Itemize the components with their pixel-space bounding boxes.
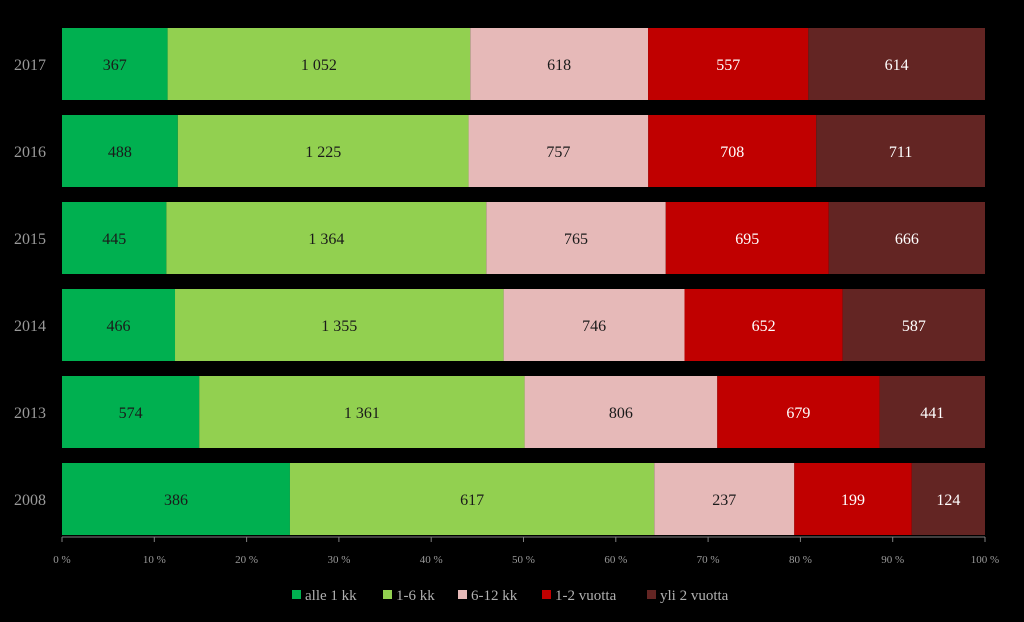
x-axis: 0 % 10 % 20 % 30 % 40 % 50 % 60 % 70 % 80 % 90 % 1…: [53, 536, 999, 566]
x-tick-label: 80 %: [789, 554, 812, 566]
bar-segment-2008-3: [654, 463, 795, 535]
data-label-2013-2: 1 361: [344, 405, 380, 422]
legend-swatch-5: [647, 590, 656, 599]
bar-segment-2017-2: [167, 28, 471, 100]
data-label-2017-3: 618: [547, 57, 571, 74]
bar-segment-2013-3: [524, 376, 718, 448]
data-label-2016-5: 711: [889, 144, 912, 161]
data-label-2016-4: 708: [720, 144, 744, 161]
data-label-2008-2: 617: [460, 492, 484, 509]
bar-segment-2008-5: [911, 463, 985, 535]
bar-segment-2013-1: [62, 376, 200, 448]
bar-segment-2014-1: [62, 289, 176, 361]
data-label-2017-5: 614: [885, 57, 909, 74]
bar-segment-2013-4: [717, 376, 880, 448]
data-label-2015-5: 666: [895, 231, 919, 248]
legend-swatch-2: [383, 590, 392, 599]
category-label-2015: 2015: [14, 231, 46, 248]
bar-segment-2008-4: [794, 463, 912, 535]
data-label-2013-1: 574: [119, 405, 143, 422]
x-tick-label: 50 %: [512, 554, 535, 566]
bar-segment-2013-5: [879, 376, 985, 448]
category-label-2013: 2013: [14, 405, 46, 422]
bar-segment-2015-1: [62, 202, 167, 274]
category-labels: 2017 2016 2015 2014 2013 2008: [14, 57, 46, 509]
data-label-2016-2: 1 225: [305, 144, 341, 161]
bar-segment-2017-1: [62, 28, 168, 100]
data-label-2008-4: 199: [841, 492, 865, 509]
data-label-2017-4: 557: [716, 57, 740, 74]
data-label-2008-5: 124: [936, 492, 960, 509]
bar-segment-2015-5: [828, 202, 985, 274]
bar-segment-2016-5: [816, 115, 985, 187]
data-label-2015-3: 765: [564, 231, 588, 248]
data-label-2008-1: 386: [164, 492, 188, 509]
category-label-2017: 2017: [14, 57, 46, 74]
bars-group: 367 1 052 618 557 614 488 1 225 757 708 711 445 1 3…: [62, 28, 985, 535]
bar-segment-2015-4: [665, 202, 829, 274]
category-label-2014: 2014: [14, 318, 46, 335]
x-tick-label: 20 %: [235, 554, 258, 566]
bar-segment-2008-2: [289, 463, 655, 535]
data-label-2014-3: 746: [582, 318, 606, 335]
x-tick-label: 100 %: [971, 554, 999, 566]
data-label-2014-5: 587: [902, 318, 926, 335]
legend: alle 1 kk 1-6 kk 6-12 kk 1-2 vuotta yli 2 vu…: [292, 588, 729, 604]
bar-segment-2016-4: [648, 115, 817, 187]
legend-label-2: 1-6 kk: [396, 588, 435, 604]
data-label-2014-2: 1 355: [321, 318, 357, 335]
bar-segment-2013-2: [199, 376, 525, 448]
data-label-2014-1: 466: [107, 318, 131, 335]
category-label-2008: 2008: [14, 492, 46, 509]
data-label-2013-3: 806: [609, 405, 633, 422]
data-label-2017-1: 367: [103, 57, 127, 74]
data-label-2014-4: 652: [752, 318, 776, 335]
data-label-2016-3: 757: [546, 144, 570, 161]
bar-segment-2016-2: [177, 115, 469, 187]
legend-swatch-4: [542, 590, 551, 599]
data-label-2015-4: 695: [735, 231, 759, 248]
bar-segment-2017-4: [648, 28, 809, 100]
bar-segment-2016-1: [62, 115, 178, 187]
legend-label-5: yli 2 vuotta: [660, 588, 729, 604]
bar-segment-2015-2: [166, 202, 487, 274]
legend-swatch-1: [292, 590, 301, 599]
bar-segment-2015-3: [486, 202, 666, 274]
bar-segment-2014-4: [684, 289, 843, 361]
data-label-2017-2: 1 052: [301, 57, 337, 74]
bar-segment-2008-1: [62, 463, 290, 535]
bar-segment-2016-3: [468, 115, 649, 187]
data-label-2015-1: 445: [102, 231, 126, 248]
bar-segment-2017-5: [808, 28, 985, 100]
bar-segment-2014-5: [842, 289, 985, 361]
x-tick-label: 40 %: [420, 554, 443, 566]
legend-label-3: 6-12 kk: [471, 588, 518, 604]
bar-segment-2014-2: [175, 289, 504, 361]
data-label-2013-4: 679: [786, 405, 810, 422]
x-tick-label: 90 %: [881, 554, 904, 566]
bar-segment-2017-3: [470, 28, 649, 100]
legend-label-1: alle 1 kk: [305, 588, 357, 604]
x-tick-label: 10 %: [143, 554, 166, 566]
x-tick-label: 60 %: [604, 554, 627, 566]
x-tick-label: 70 %: [697, 554, 720, 566]
x-tick-label: 30 %: [327, 554, 350, 566]
data-label-2008-3: 237: [712, 492, 736, 509]
bar-segment-2014-3: [503, 289, 685, 361]
data-label-2016-1: 488: [108, 144, 132, 161]
x-tick-label: 0 %: [53, 554, 70, 566]
legend-label-4: 1-2 vuotta: [555, 588, 617, 604]
data-label-2015-2: 1 364: [308, 231, 344, 248]
category-label-2016: 2016: [14, 144, 46, 161]
data-label-2013-5: 441: [920, 405, 944, 422]
legend-swatch-3: [458, 590, 467, 599]
